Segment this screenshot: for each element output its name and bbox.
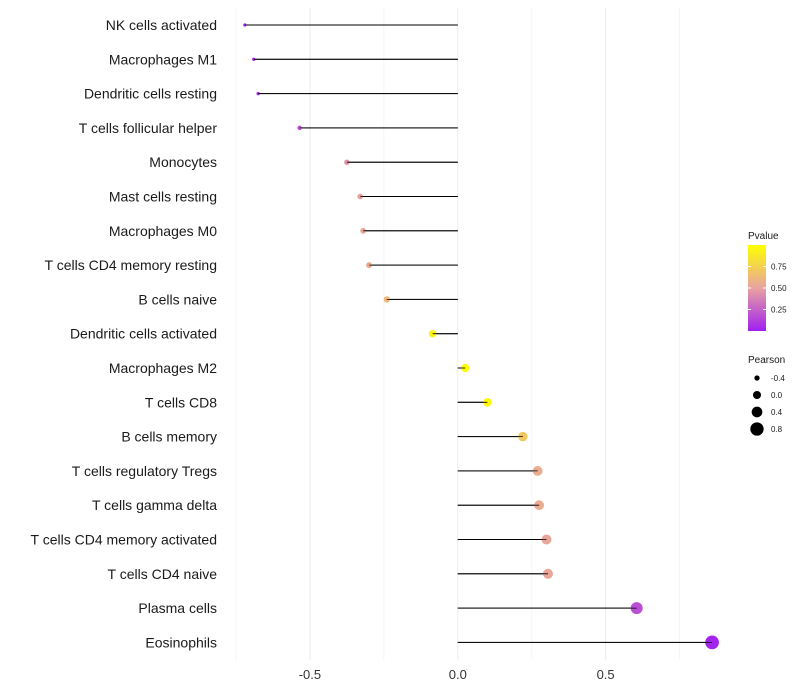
pearson-legend-keys: -0.4 0.0 0.4 0.8	[750, 374, 785, 436]
pearson-key-label: -0.4	[771, 374, 785, 383]
grid	[235, 8, 681, 660]
pvalue-tick-label: 0.75	[771, 263, 787, 272]
pearson-key-dot	[753, 391, 761, 399]
pvalue-legend-ticks: 0.75 0.50 0.25	[748, 263, 787, 315]
pvalue-tick-label: 0.25	[771, 306, 787, 315]
pearson-legend-title: Pearson	[748, 355, 785, 366]
category-label: T cells regulatory Tregs	[72, 463, 217, 479]
category-label: NK cells activated	[106, 17, 217, 33]
category-label: Eosinophils	[145, 634, 217, 650]
category-label: T cells CD4 memory resting	[45, 257, 217, 273]
data-point	[297, 125, 302, 131]
pearson-key-label: 0.8	[771, 425, 783, 434]
category-label: T cells CD4 naive	[108, 566, 218, 582]
category-label: Dendritic cells resting	[84, 86, 217, 102]
category-label: T cells gamma delta	[92, 497, 217, 513]
pvalue-legend-title: Pvalue	[748, 231, 779, 242]
pearson-key-label: 0.4	[771, 408, 783, 417]
x-tick-label: -0.5	[299, 667, 321, 682]
category-label: Plasma cells	[138, 600, 217, 616]
x-tick-label: 0.0	[449, 667, 467, 682]
category-label: T cells CD4 memory activated	[31, 532, 217, 548]
data-point	[243, 23, 247, 27]
category-label: Macrophages M1	[109, 51, 217, 67]
category-label: Macrophages M2	[109, 360, 217, 376]
legend: Pvalue 0.75 0.50 0.25 Pearson -0.4 0.0 0.4 0.…	[748, 231, 787, 436]
category-label: B cells memory	[121, 429, 217, 445]
category-label: B cells naive	[138, 291, 217, 307]
pvalue-tick-label: 0.50	[771, 284, 787, 293]
x-tick-label: 0.5	[597, 667, 615, 682]
data-point	[705, 635, 719, 650]
pearson-key-dot	[750, 422, 764, 436]
category-label: Mast cells resting	[109, 189, 217, 205]
pearson-key-dot	[751, 406, 763, 418]
category-label: Macrophages M0	[109, 223, 217, 239]
category-label: Monocytes	[149, 154, 217, 170]
points	[243, 23, 719, 650]
category-label: T cells CD8	[145, 394, 217, 410]
pearson-key-label: 0.0	[771, 391, 783, 400]
stems	[244, 24, 713, 643]
category-label: T cells follicular helper	[79, 120, 218, 136]
pvalue-colorbar	[748, 245, 766, 331]
category-label: Dendritic cells activated	[70, 326, 217, 342]
pearson-key-dot	[754, 375, 760, 381]
category-labels: NK cells activated Macrophages M1 Dendriti…	[31, 17, 218, 650]
x-axis-ticks: -0.5 0.0 0.5	[299, 667, 615, 682]
